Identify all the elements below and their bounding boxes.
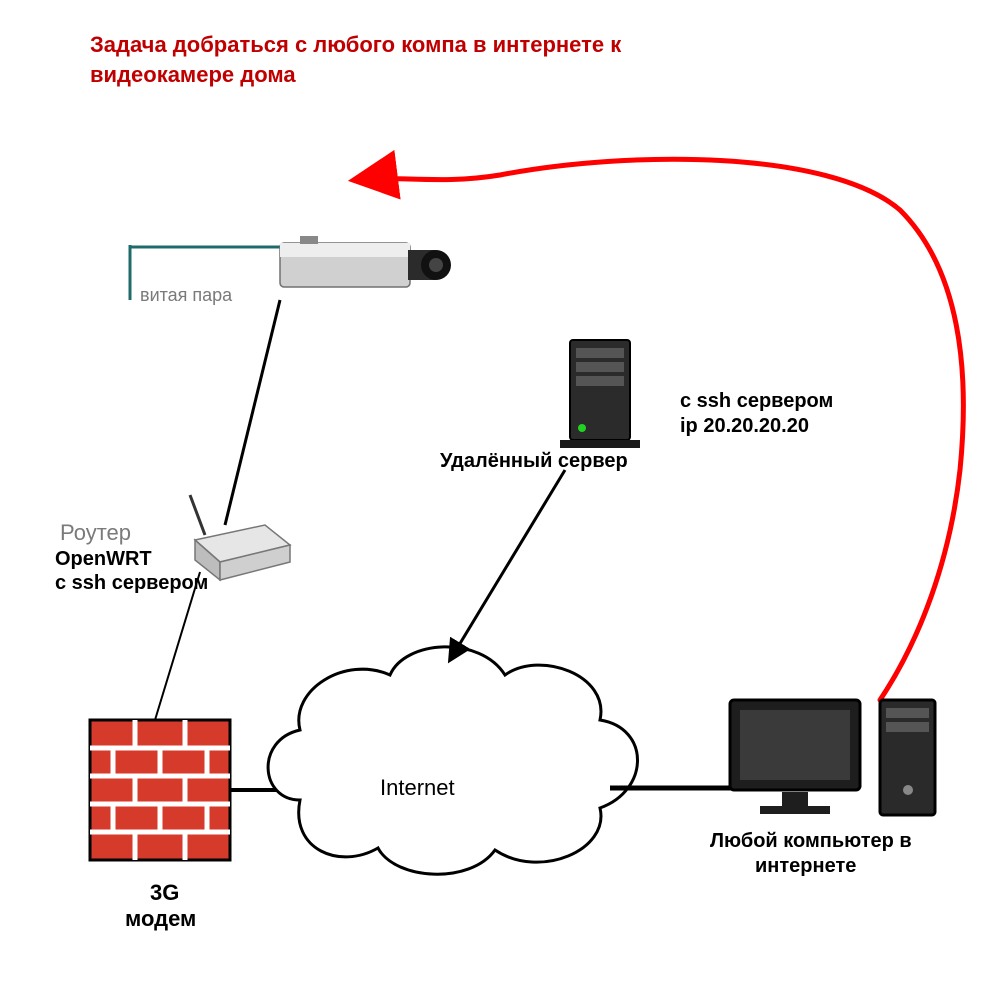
label-internet: Internet [380,775,455,801]
firewall-icon [90,720,230,860]
label-ssh-line2: ip 20.20.20.20 [680,415,809,438]
red-access-path [355,159,963,700]
label-anypc-2: интернете [755,855,856,878]
computer-icon [730,700,935,815]
diagram-stage: Задача добраться с любого компа в интерн… [0,0,992,990]
link-camera-router [225,300,280,525]
cloud-icon [268,647,637,874]
router-icon [190,495,290,580]
label-router-title: Роутер [60,520,131,546]
label-modem-1: 3G [150,880,179,906]
label-router-ssh: c ssh сервером [55,572,208,595]
camera-icon [280,236,451,287]
label-modem-2: модем [125,906,196,932]
label-ssh-line1: с ssh сервером [680,390,833,413]
label-remote-server: Удалённый сервер [440,450,628,473]
label-twisted-pair: витая пара [140,285,232,306]
link-server-cloud [450,470,565,660]
label-anypc-1: Любой компьютер в [710,830,912,853]
server-icon [560,340,640,448]
label-router-openwrt: OpenWRT [55,548,152,571]
